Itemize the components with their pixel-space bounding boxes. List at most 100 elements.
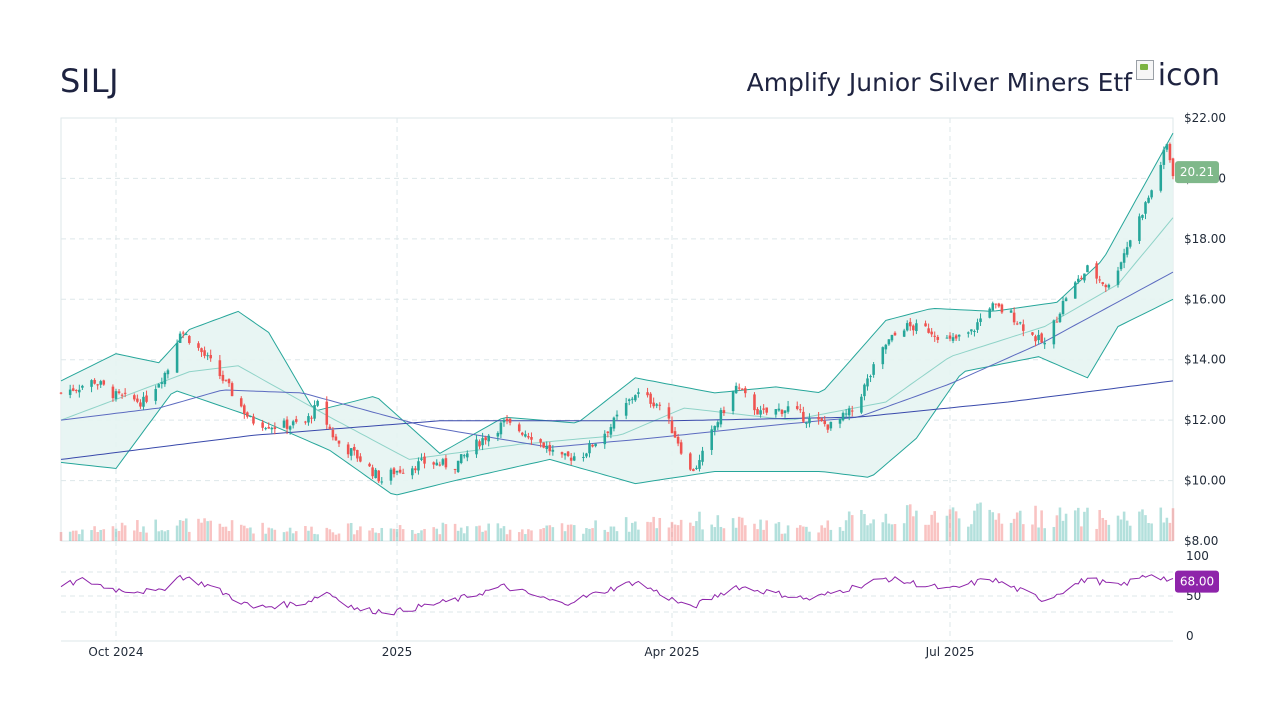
volume-bar (765, 520, 768, 541)
volume-bar (582, 533, 585, 541)
candle-body (756, 409, 759, 415)
volume-bar (762, 529, 765, 541)
price-tick-label: $18.00 (1184, 232, 1226, 246)
volume-bar (594, 520, 597, 541)
volume-bar (756, 529, 759, 541)
candle-body (646, 392, 649, 396)
candle-body (411, 468, 414, 476)
volume-bar (908, 504, 912, 541)
candle-body (817, 416, 820, 420)
candle-body (548, 444, 552, 452)
candle-body (991, 303, 995, 311)
volume-bar (988, 509, 991, 541)
volume-bar (551, 527, 555, 541)
candle-body (239, 398, 243, 407)
volume-bar (591, 528, 594, 541)
volume-bar (970, 524, 973, 541)
volume-bar (444, 524, 448, 541)
candle-body (753, 394, 756, 411)
candle-body (612, 417, 616, 429)
candle-body (398, 469, 402, 473)
candle-body (441, 459, 445, 465)
candle-body (795, 406, 799, 409)
volume-bar (572, 525, 576, 541)
volume-bar (786, 525, 790, 541)
candle-body (74, 390, 78, 392)
volume-bar (389, 528, 393, 541)
volume-bar (1125, 520, 1129, 541)
volume-bar (588, 528, 591, 541)
volume-bar (1116, 515, 1120, 541)
candle-body (1037, 334, 1040, 341)
candle-body (994, 303, 998, 305)
volume-bar (334, 534, 338, 541)
volume-bar (927, 524, 930, 541)
volume-bar (282, 532, 286, 541)
volume-bar (1119, 519, 1123, 541)
candle-body (102, 380, 106, 385)
volume-bar (181, 520, 185, 541)
volume-bar (356, 530, 359, 541)
volume-bar (612, 526, 616, 541)
volume-bar (838, 527, 842, 541)
candle-body (658, 404, 662, 406)
volume-bar (615, 531, 619, 541)
volume-bar (184, 518, 188, 541)
volume-bar (924, 524, 927, 541)
volume-bar (142, 526, 145, 541)
candle-body (184, 334, 188, 336)
rsi-tick-label: 0 (1186, 629, 1194, 643)
candle-body (927, 328, 930, 333)
volume-bar (820, 525, 823, 541)
volume-bar (1128, 525, 1132, 541)
volume-bar (673, 524, 677, 541)
candle-body (759, 410, 762, 415)
volume-bar (462, 533, 466, 541)
candle-body (560, 452, 564, 455)
candle-body (243, 405, 246, 414)
candle-body (762, 408, 765, 410)
candle-body (594, 443, 597, 447)
volume-bar (175, 525, 179, 541)
volume-bar (799, 525, 802, 541)
volume-bar (227, 530, 231, 541)
candle-body (1101, 282, 1105, 285)
volume-bar (218, 523, 222, 541)
candle-body (59, 392, 63, 394)
volume-bar (1061, 520, 1065, 541)
candle-body (603, 433, 607, 445)
candle-body (1022, 324, 1025, 331)
volume-bar (689, 522, 692, 541)
candle-body (197, 343, 200, 348)
candle-body (1040, 333, 1043, 343)
volume-bar (252, 533, 255, 541)
volume-bar (777, 522, 781, 541)
volume-bar (1034, 505, 1037, 541)
candle-body (496, 432, 500, 437)
volume-bar (160, 530, 164, 541)
volume-bar (395, 528, 399, 541)
volume-bar (438, 534, 442, 541)
volume-bar (566, 524, 570, 541)
volume-bar (652, 516, 655, 541)
candle-body (120, 394, 124, 396)
candle-body (973, 330, 976, 332)
company-name: Amplify Junior Silver Miners Etf (746, 68, 1132, 97)
volume-bar (441, 522, 445, 541)
volume-bar (1144, 515, 1147, 541)
volume-bar (719, 526, 723, 541)
candle-body (670, 420, 674, 434)
volume-bar (979, 502, 982, 541)
volume-bar (74, 530, 78, 541)
candle-body (765, 407, 768, 413)
volume-bar (646, 521, 649, 541)
volume-bar (1073, 510, 1077, 541)
volume-bar (291, 533, 295, 541)
candle-body (521, 432, 524, 435)
volume-bar (508, 529, 512, 541)
volume-bar (951, 507, 955, 541)
candle-body (951, 337, 955, 341)
candle-body (227, 379, 231, 384)
volume-bar (759, 519, 762, 541)
